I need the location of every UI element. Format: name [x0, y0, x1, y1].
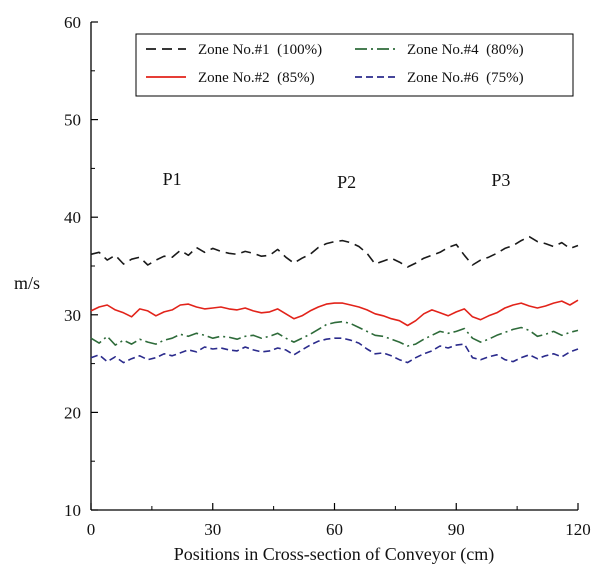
y-tick-label: 60: [64, 13, 81, 32]
series-line-1: [90, 235, 579, 268]
x-tick-label: 60: [326, 520, 343, 539]
region-labels: P1 P2 P3: [163, 169, 511, 192]
y-ticks: 10 20 30 40 50 60: [64, 13, 98, 520]
legend-label-4: Zone No.#6 (75%): [407, 70, 524, 86]
legend: Zone No.#1 (100%) Zone No.#2 (85%) Zone No…: [135, 33, 574, 97]
region-label-p2: P2: [337, 172, 356, 192]
legend-label-1: Zone No.#1 (100%): [198, 42, 322, 58]
y-tick-label: 50: [64, 111, 81, 130]
legend-label-3: Zone No.#4 (80%): [407, 42, 524, 58]
series-line-2: [90, 299, 579, 327]
legend-label-2: Zone No.#2 (85%): [198, 70, 315, 86]
y-tick-label: 10: [64, 501, 81, 520]
y-tick-label: 30: [64, 306, 81, 325]
x-tick-label: 90: [448, 520, 465, 539]
y-tick-label: 20: [64, 403, 81, 422]
region-label-p3: P3: [491, 170, 510, 190]
y-tick-label: 40: [64, 208, 81, 227]
y-axis-title: m/s: [14, 273, 40, 293]
series-line-3: [90, 320, 579, 347]
series-layer: [90, 235, 579, 364]
x-tick-label: 0: [87, 520, 96, 539]
legend-box: [135, 33, 574, 97]
x-axis-title: Positions in Cross-section of Conveyor (…: [174, 544, 494, 565]
x-tick-label: 120: [565, 520, 591, 539]
x-ticks: 0 30 60 90 120: [87, 503, 591, 539]
series-line-4: [90, 337, 579, 364]
x-tick-label: 30: [204, 520, 221, 539]
region-label-p1: P1: [163, 169, 182, 189]
